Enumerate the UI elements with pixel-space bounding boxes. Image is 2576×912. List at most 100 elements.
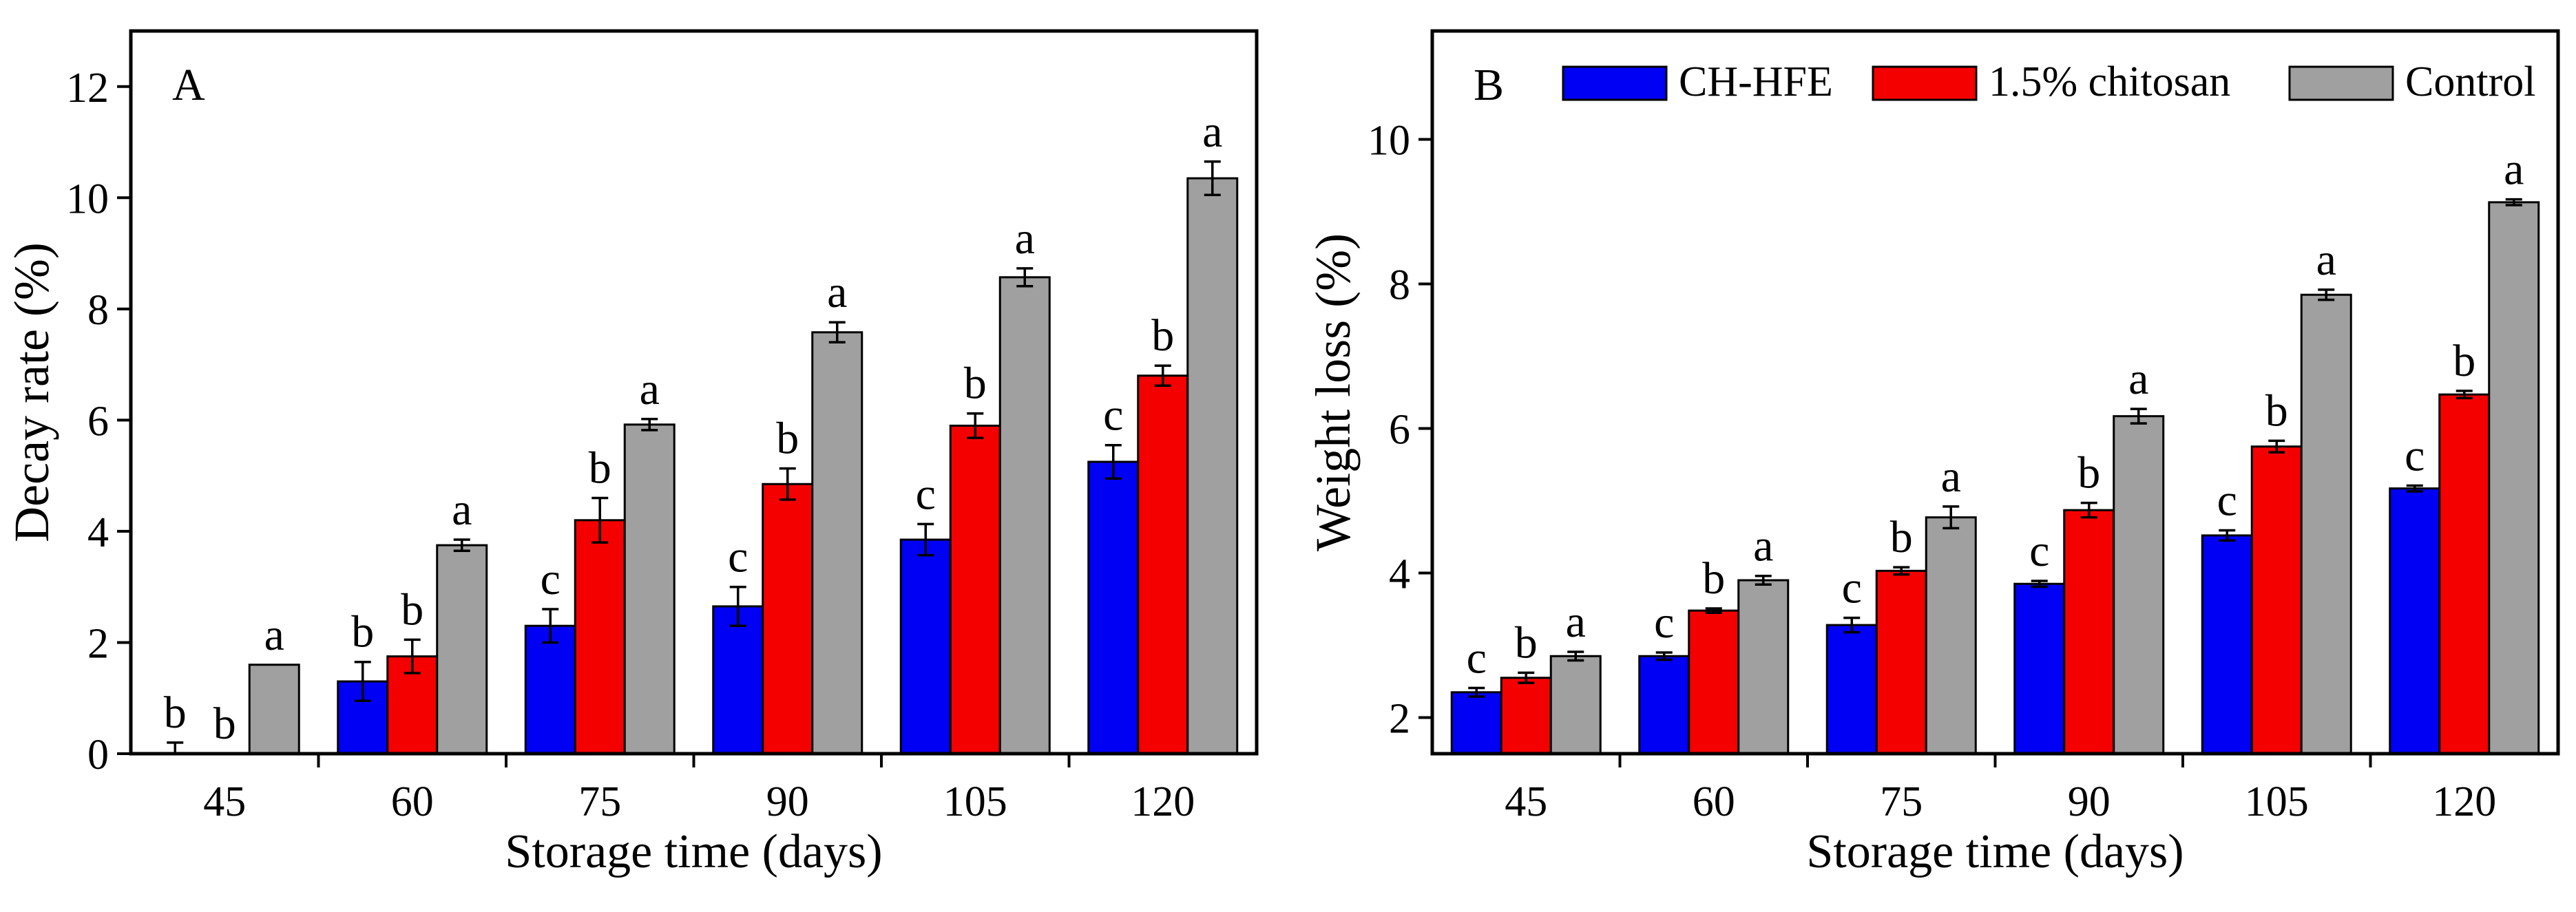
y-axis-title: Weight loss (%) bbox=[1306, 233, 1361, 551]
x-tick-label: 60 bbox=[391, 778, 434, 825]
bar bbox=[811, 331, 863, 755]
bar bbox=[2201, 534, 2253, 755]
significance-letter: c bbox=[1654, 597, 1674, 648]
y-tick-label: 8 bbox=[87, 287, 109, 334]
bar bbox=[998, 276, 1051, 755]
y-tick-label: 6 bbox=[1389, 407, 1410, 454]
bar bbox=[2013, 582, 2066, 755]
bar bbox=[1087, 460, 1140, 755]
bar bbox=[1825, 624, 1878, 755]
significance-letter: a bbox=[1202, 107, 1222, 157]
significance-letter: c bbox=[916, 469, 936, 519]
y-tick-label: 10 bbox=[1368, 118, 1410, 165]
bar bbox=[2488, 201, 2540, 755]
significance-letter: c bbox=[541, 554, 561, 604]
significance-letter: b bbox=[213, 699, 236, 749]
x-tick-label: 75 bbox=[1880, 778, 1923, 825]
legend-swatch bbox=[1562, 65, 1668, 101]
significance-letter: b bbox=[589, 443, 611, 493]
significance-letter: b bbox=[401, 584, 423, 635]
significance-letter: a bbox=[2316, 235, 2336, 285]
significance-letter: c bbox=[728, 532, 748, 582]
significance-letter: a bbox=[827, 267, 847, 317]
bar bbox=[2113, 415, 2165, 755]
x-tick-label: 105 bbox=[943, 778, 1007, 825]
significance-letter: a bbox=[452, 485, 472, 535]
bar bbox=[1875, 569, 1927, 755]
bar bbox=[1549, 655, 1602, 755]
x-axis-title: Storage time (days) bbox=[1806, 825, 2184, 878]
bar bbox=[574, 519, 626, 755]
bar bbox=[1186, 177, 1239, 755]
y-tick-label: 12 bbox=[66, 65, 109, 112]
significance-letter: a bbox=[1753, 521, 1773, 571]
significance-letter: c bbox=[1467, 633, 1487, 683]
bar bbox=[2389, 487, 2441, 755]
y-tick-label: 2 bbox=[1389, 696, 1410, 743]
significance-letter: a bbox=[2504, 145, 2524, 195]
x-tick-label: 120 bbox=[2432, 778, 2496, 825]
y-tick-label: 4 bbox=[1389, 551, 1410, 598]
y-tick-label: 4 bbox=[87, 509, 109, 556]
significance-letter: b bbox=[964, 359, 987, 409]
x-tick-label: 120 bbox=[1131, 778, 1195, 825]
bar bbox=[1137, 374, 1189, 755]
x-tick-label: 90 bbox=[766, 778, 809, 825]
significance-letter: b bbox=[776, 414, 799, 464]
y-tick-label: 6 bbox=[87, 398, 109, 445]
bar bbox=[949, 424, 1001, 755]
legend-label: CH-HFE bbox=[1679, 59, 1833, 105]
bar bbox=[1925, 516, 1977, 755]
significance-letter: a bbox=[1015, 213, 1035, 264]
x-axis-title: Storage time (days) bbox=[505, 825, 882, 878]
bar bbox=[2063, 509, 2115, 755]
y-tick-label: 2 bbox=[87, 620, 109, 667]
bar bbox=[436, 544, 488, 755]
significance-letter: a bbox=[1566, 597, 1586, 647]
bar bbox=[2250, 445, 2303, 755]
bar bbox=[2300, 293, 2352, 755]
bar bbox=[1737, 579, 1790, 755]
significance-letter: b bbox=[2265, 385, 2288, 436]
bar bbox=[2438, 393, 2491, 755]
significance-letter: b bbox=[1890, 512, 1913, 562]
significance-letter: c bbox=[2029, 526, 2049, 576]
panel-label: A bbox=[172, 60, 205, 110]
bar bbox=[899, 538, 952, 755]
legend-swatch bbox=[1872, 65, 1978, 101]
x-tick-label: 105 bbox=[2245, 778, 2309, 825]
x-tick-label: 90 bbox=[2068, 778, 2111, 825]
x-tick-label: 75 bbox=[578, 778, 621, 825]
y-tick-label: 10 bbox=[66, 176, 109, 222]
bar bbox=[623, 423, 676, 755]
legend-label: 1.5% chitosan bbox=[1989, 59, 2230, 105]
significance-letter: a bbox=[1941, 452, 1961, 502]
x-tick-label: 60 bbox=[1693, 778, 1735, 825]
y-tick-label: 8 bbox=[1389, 262, 1410, 309]
significance-letter: b bbox=[2453, 336, 2475, 386]
panel-label: B bbox=[1474, 60, 1504, 110]
significance-letter: b bbox=[164, 688, 187, 738]
bar bbox=[1450, 691, 1502, 755]
legend: CH-HFE 1.5% chitosan Control bbox=[1562, 59, 2535, 105]
bar bbox=[524, 624, 576, 755]
bar bbox=[1638, 655, 1690, 755]
x-tick-label: 45 bbox=[203, 778, 246, 825]
significance-letter: b bbox=[351, 607, 374, 657]
bar bbox=[712, 605, 764, 755]
significance-letter: a bbox=[264, 610, 284, 660]
bar bbox=[1688, 609, 1740, 755]
significance-letter: b bbox=[1702, 553, 1725, 604]
bar bbox=[248, 664, 300, 755]
legend-label: Control bbox=[2405, 59, 2535, 105]
significance-letter: c bbox=[1103, 390, 1123, 441]
significance-letter: b bbox=[2077, 448, 2100, 498]
significance-letter: a bbox=[2128, 354, 2148, 404]
significance-letter: a bbox=[640, 364, 660, 414]
y-tick-label: 0 bbox=[87, 732, 109, 778]
significance-letter: b bbox=[1151, 310, 1174, 361]
significance-letter: b bbox=[1515, 617, 1538, 668]
